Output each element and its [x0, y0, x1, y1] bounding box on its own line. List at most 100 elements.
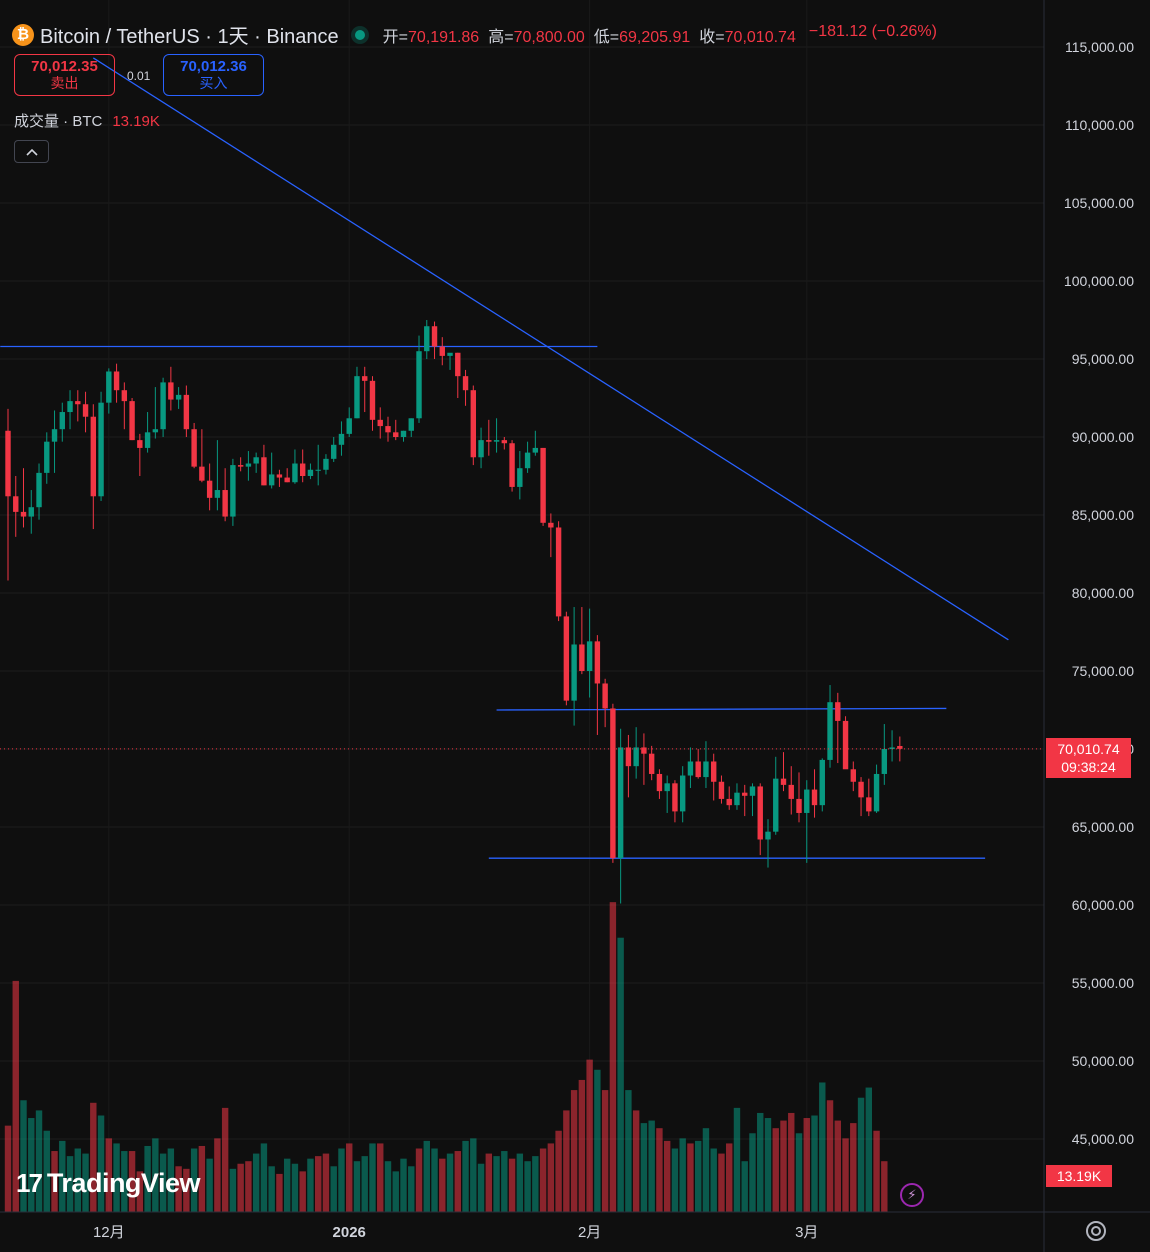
candle-body — [881, 749, 888, 774]
candle-body — [470, 390, 476, 458]
symbol-title[interactable]: Bitcoin / TetherUS · 1天 · Binance — [40, 26, 339, 48]
buy-label: 买入 — [199, 75, 228, 91]
volume-bar — [369, 1143, 376, 1212]
volume-bar — [291, 1163, 299, 1212]
last-price-tag: 70,010.74 09:38:24 — [1046, 738, 1131, 778]
sell-label: 卖出 — [50, 75, 79, 91]
collapse-legend-button[interactable] — [14, 140, 49, 163]
volume-bar — [51, 1151, 58, 1212]
volume-bar — [229, 1168, 237, 1212]
volume-bar — [105, 1138, 113, 1212]
candle-body — [51, 429, 58, 442]
y-tick-label: 65,000.00 — [1072, 819, 1134, 835]
candle-body — [183, 394, 190, 430]
candle-body — [253, 457, 259, 464]
chevron-up-icon — [25, 148, 38, 156]
candle-body — [532, 447, 539, 453]
y-tick-label: 105,000.00 — [1064, 195, 1134, 211]
candle-body — [121, 390, 128, 402]
volume-bar — [206, 1158, 213, 1212]
volume-bar — [625, 1090, 632, 1212]
candle-body — [633, 747, 639, 767]
volume-bar — [128, 1151, 136, 1212]
volume-bar — [28, 1118, 35, 1212]
candle-body — [617, 747, 624, 859]
buy-button[interactable]: 70,012.36 买入 — [163, 54, 264, 96]
candle-body — [331, 444, 337, 459]
candle-body — [517, 468, 523, 487]
last-volume-tag: 13.19K — [1046, 1165, 1112, 1187]
candle-body — [362, 376, 368, 381]
volume-value: 13.19K — [112, 113, 160, 130]
candle-body — [664, 783, 670, 792]
trendline — [92, 57, 1009, 641]
candle-body — [284, 477, 290, 483]
candle-body — [571, 644, 577, 701]
sell-button[interactable]: 70,012.35 卖出 — [14, 54, 115, 96]
candle-body — [346, 418, 352, 434]
candle-body — [866, 797, 872, 812]
volume-bar — [400, 1158, 407, 1212]
y-tick-label: 60,000.00 — [1072, 897, 1134, 913]
lightning-icon[interactable]: ⚡ — [900, 1183, 924, 1207]
candle-body — [842, 720, 849, 770]
volume-bar — [687, 1143, 694, 1212]
volume-bar — [648, 1120, 655, 1212]
candle-body — [13, 496, 19, 512]
candle-body — [773, 778, 779, 832]
y-tick-label: 100,000.00 — [1064, 273, 1134, 289]
candle-body — [354, 376, 360, 419]
y-tick-label: 115,000.00 — [1065, 39, 1134, 55]
volume-bar — [819, 1082, 826, 1212]
candle-body — [687, 761, 694, 776]
volume-bar — [671, 1148, 679, 1212]
volume-bar — [772, 1128, 779, 1212]
volume-bar — [283, 1158, 291, 1212]
candle-body — [579, 644, 585, 671]
volume-legend[interactable]: 成交量 · BTC 13.19K — [14, 110, 160, 131]
high-label: 高= — [488, 28, 514, 46]
candle-body — [889, 747, 895, 749]
candle-body — [641, 747, 647, 754]
candle-body — [734, 792, 740, 806]
candle-body — [610, 708, 616, 859]
candle-body — [400, 430, 407, 437]
volume-bar — [446, 1153, 454, 1212]
candle-body — [5, 430, 11, 497]
volume-bar — [578, 1079, 586, 1212]
tradingview-logo[interactable]: 17 TradingView — [16, 1168, 200, 1199]
volume-bar — [152, 1138, 159, 1212]
volume-bar — [423, 1140, 430, 1212]
x-tick-label: 2026 — [333, 1224, 366, 1241]
volume-bar — [454, 1151, 461, 1212]
volume-bar — [268, 1166, 275, 1212]
candle-body — [338, 433, 345, 445]
volume-bar — [384, 1161, 392, 1212]
candle-body — [28, 507, 34, 517]
volume-bar — [741, 1161, 748, 1212]
candle-body — [679, 775, 686, 812]
volume-bar — [338, 1148, 345, 1212]
volume-bar — [656, 1128, 663, 1212]
candle-body — [20, 511, 27, 517]
candle-body — [835, 702, 841, 721]
volume-bar — [594, 1069, 601, 1212]
candle-body — [222, 490, 228, 517]
volume-bar — [90, 1102, 97, 1212]
volume-bar — [501, 1151, 508, 1212]
candle-body — [129, 401, 135, 441]
y-tick-label: 110,000.00 — [1065, 117, 1134, 133]
candle-body — [555, 527, 562, 617]
settings-icon[interactable] — [1086, 1221, 1106, 1241]
volume-bar — [12, 980, 19, 1212]
volume-bar — [198, 1145, 206, 1212]
volume-bar — [276, 1173, 283, 1212]
volume-bar — [757, 1112, 764, 1212]
x-tick-label: 12月 — [93, 1224, 125, 1241]
candle-body — [780, 778, 787, 785]
candle-body — [726, 798, 732, 806]
low-value: 69,205.91 — [619, 28, 691, 46]
volume-bar — [315, 1156, 322, 1212]
